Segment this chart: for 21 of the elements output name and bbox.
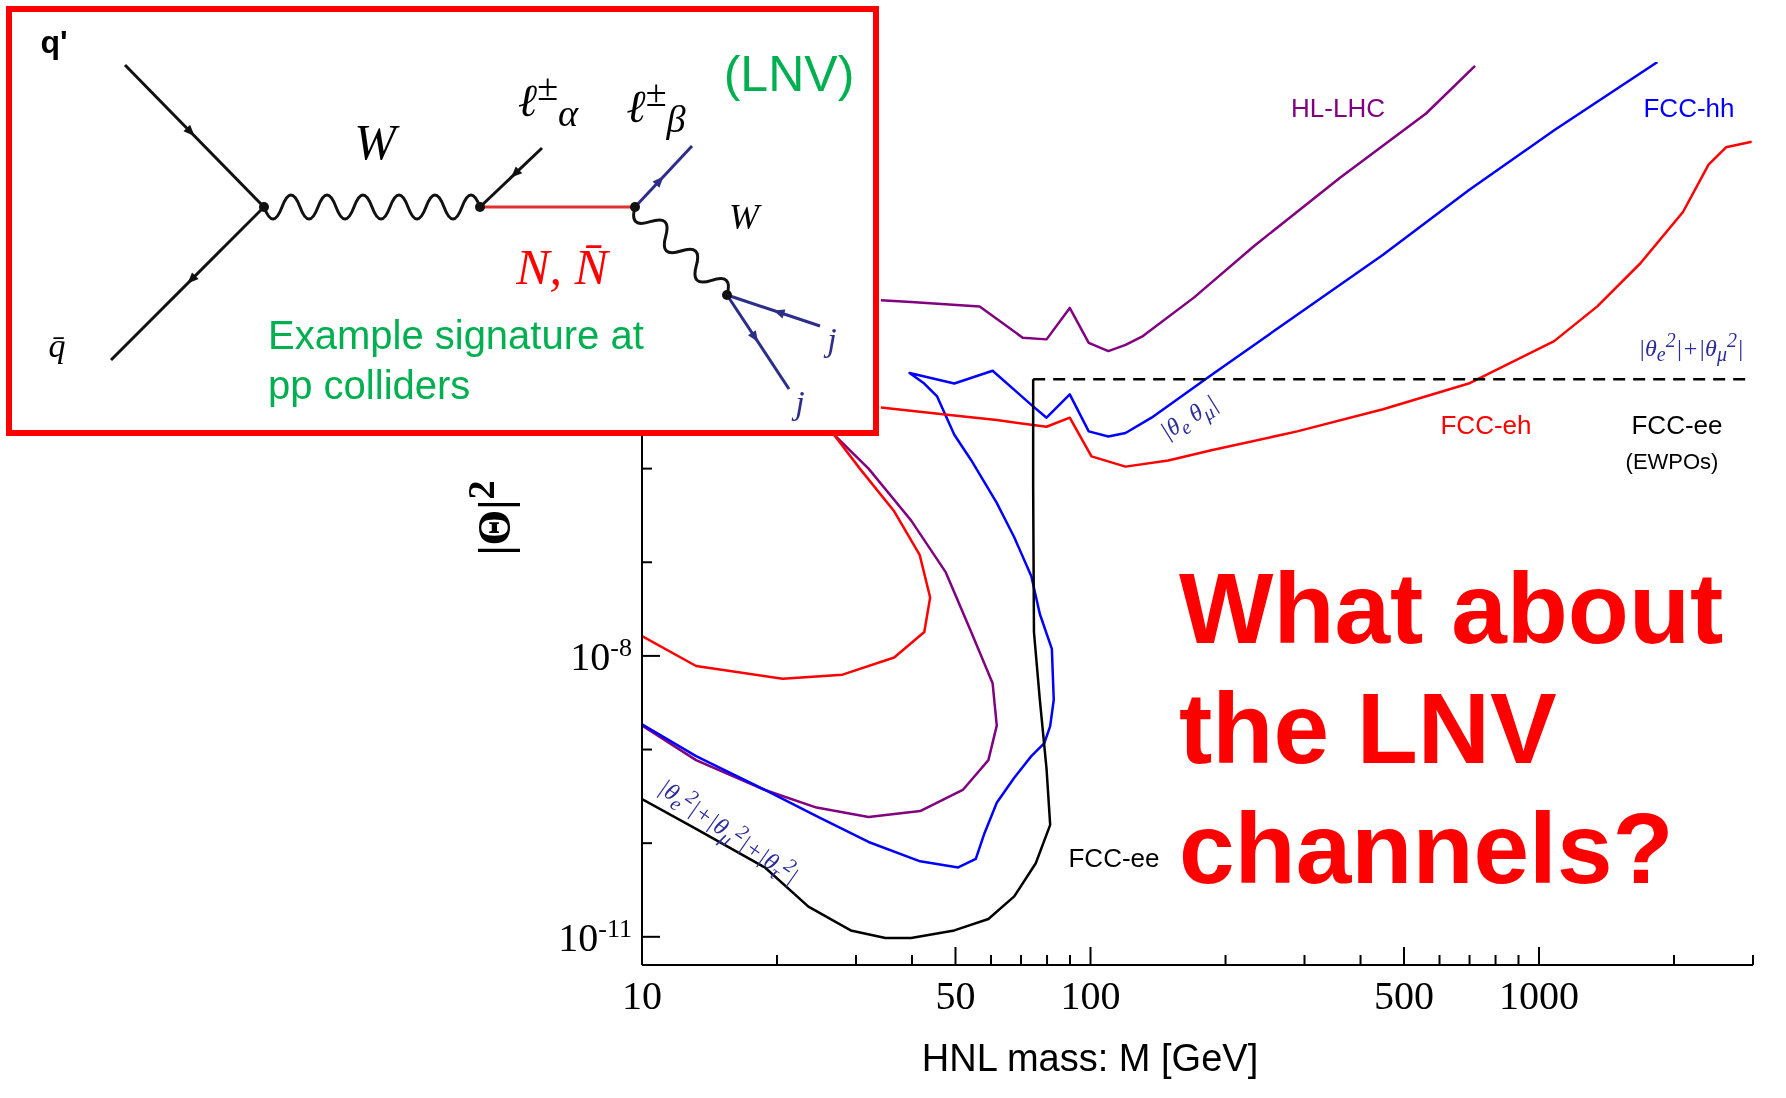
series-label: HL-LHC <box>1291 92 1385 124</box>
annotation: Example signature at pp colliders <box>268 312 645 409</box>
series-label: FCC-eh <box>1440 409 1532 441</box>
text: q̄ <box>48 327 66 365</box>
series-label: FCC-ee <box>1631 409 1723 441</box>
x-tick-label: 50 <box>935 973 976 1018</box>
y-tick-label: 10$^{-8}$ <box>570 632 632 679</box>
y-tick-label: 10$^{-11}$ <box>558 913 632 960</box>
annotation: (EWPOs) <box>1625 448 1719 475</box>
x-axis-title: HNL mass: M [GeV] <box>921 1036 1259 1080</box>
text: N, N̄ <box>516 238 608 295</box>
x-tick-label: 100 <box>1060 973 1121 1018</box>
annotation: |θ$_{e}$$^{2}$|+|θ$_{μ}$$^{2}$| <box>1638 328 1744 366</box>
annotation: What about the LNV channels? <box>1179 551 1725 906</box>
annotation: (LNV) <box>723 45 855 102</box>
series-label: FCC-ee <box>1068 842 1160 874</box>
text: q' <box>40 24 68 61</box>
x-tick-label: 500 <box>1374 973 1434 1018</box>
series-label: FCC-hh <box>1643 92 1735 124</box>
x-tick-label: 10 <box>622 973 662 1018</box>
x-tick-label: 1000 <box>1499 973 1580 1018</box>
